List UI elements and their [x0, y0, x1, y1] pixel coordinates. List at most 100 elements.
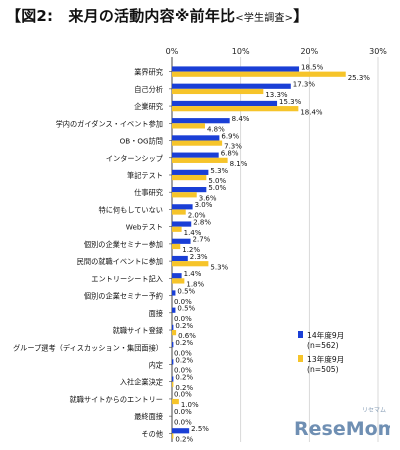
- bar-13: [172, 226, 182, 232]
- bar-13: [172, 106, 299, 112]
- x-tick-label: 0%: [166, 47, 179, 56]
- bar-value-label: 8.4%: [232, 115, 250, 123]
- category-label: 個別の企業セミナー予約: [84, 292, 163, 301]
- bar-value-label: 8.1%: [230, 160, 248, 168]
- bar-value-label: 2.5%: [191, 425, 209, 433]
- bar-value-label: 6.8%: [221, 150, 239, 158]
- bar-13: [172, 261, 209, 267]
- bar-value-label: 5.3%: [210, 167, 228, 175]
- bar-value-label: 0.0%: [174, 391, 192, 399]
- bar-14: [172, 169, 209, 175]
- x-tick-label: 30%: [369, 47, 387, 56]
- resemom-watermark: ReseMom: [294, 418, 390, 440]
- bar-value-label: 0.0%: [174, 298, 192, 306]
- bar-value-label: 0.6%: [178, 332, 196, 340]
- bar-14: [172, 66, 300, 72]
- category-label: 個別の企業セミナー参加: [84, 240, 163, 249]
- category-label: エントリーシート記入: [91, 274, 163, 283]
- bar-value-label: 0.2%: [175, 339, 193, 347]
- bar-13: [172, 330, 177, 336]
- bar-value-label: 13.3%: [265, 91, 288, 99]
- bar-value-label: 0.0%: [174, 367, 192, 375]
- bar-value-label: 1.2%: [182, 246, 200, 254]
- bar-value-label: 0.0%: [174, 418, 192, 426]
- legend-count: (n=505): [307, 365, 339, 374]
- bar-value-label: 5.0%: [208, 184, 226, 192]
- bar-value-label: 6.9%: [221, 132, 239, 140]
- bar-value-label: 0.0%: [174, 349, 192, 357]
- bar-13: [172, 381, 174, 387]
- bar-14: [172, 83, 291, 89]
- bar-13: [172, 398, 179, 405]
- category-label: 筆記テスト: [127, 171, 163, 180]
- bar-13: [172, 174, 207, 181]
- bar-value-label: 5.3%: [210, 263, 228, 271]
- bar-value-label: 0.5%: [177, 287, 195, 295]
- legend-count: (n=562): [307, 341, 339, 350]
- legend-label: 14年度9月: [307, 330, 344, 340]
- bar-value-label: 2.0%: [188, 212, 206, 220]
- x-tick-label: 10%: [232, 47, 250, 56]
- bar-14: [172, 187, 207, 193]
- bar-13: [172, 88, 264, 95]
- bar-value-label: 1.0%: [181, 401, 199, 409]
- bar-value-label: 0.2%: [175, 322, 193, 330]
- category-label: 学内のガイダンス・イベント参加: [56, 119, 163, 128]
- bar-14: [172, 238, 191, 244]
- bar-value-label: 5.0%: [208, 177, 226, 185]
- legend-label: 13年度9月: [307, 354, 344, 364]
- bar-14: [172, 359, 174, 365]
- bar-value-label: 1.4%: [184, 270, 202, 278]
- bar-13: [172, 278, 185, 284]
- category-label: 自己分析: [134, 85, 163, 94]
- bar-value-label: 0.2%: [175, 356, 193, 364]
- bar-14: [172, 152, 219, 158]
- category-label: 就職サイト登録: [113, 326, 163, 335]
- bar-14: [172, 204, 193, 210]
- bar-value-label: 7.3%: [224, 143, 242, 151]
- category-label: 就職サイトからのエントリー: [70, 395, 163, 404]
- bar-value-label: 0.2%: [175, 436, 193, 444]
- bar-value-label: 0.2%: [175, 374, 193, 382]
- watermark-small-text: リセマム: [361, 407, 386, 414]
- bar-14: [172, 100, 278, 107]
- category-label: 業界研究: [134, 68, 163, 77]
- bar-13: [172, 192, 197, 198]
- category-label: 最終面接: [134, 412, 163, 421]
- bar-value-label: 25.3%: [348, 74, 371, 82]
- bar-13: [172, 157, 228, 163]
- bar-14: [172, 307, 176, 313]
- category-label: グループ選考（ディスカッション・集団面接）: [13, 343, 163, 352]
- bar-value-label: 3.6%: [199, 194, 217, 202]
- category-label: 面接: [149, 309, 163, 318]
- category-label: 入社企業決定: [120, 378, 163, 387]
- category-label: 特に何もしていない: [99, 205, 163, 214]
- bar-value-label: 15.3%: [279, 98, 302, 106]
- chart-title-subtitle: <学生調査>: [235, 13, 294, 24]
- bar-13: [172, 71, 346, 77]
- x-tick-label: 20%: [300, 47, 318, 56]
- legend-swatch: [298, 355, 303, 362]
- bar-value-label: 18.5%: [301, 63, 324, 71]
- bar-value-label: 17.3%: [293, 81, 316, 89]
- bar-14: [172, 221, 192, 227]
- bar-14: [172, 342, 174, 348]
- bar-14: [172, 135, 220, 141]
- chart-title-close: 】: [293, 7, 309, 25]
- category-label: Webテスト: [126, 223, 163, 232]
- bar-value-label: 2.3%: [190, 253, 208, 261]
- bar-value-label: 0.2%: [175, 384, 193, 392]
- bar-value-label: 2.7%: [193, 236, 211, 244]
- category-label: 民間の就職イベントに参加: [77, 257, 163, 266]
- chart-title: 【図2: 来月の活動内容※前年比<学生調査>】: [6, 4, 396, 28]
- bar-value-label: 18.4%: [300, 108, 323, 116]
- bar-13: [172, 140, 223, 146]
- chart-title-text: 【図2: 来月の活動内容※前年比: [6, 7, 236, 25]
- watermark-text: ReseMom: [294, 418, 390, 440]
- bar-value-label: 2.8%: [193, 218, 211, 226]
- bar-13: [172, 243, 181, 250]
- bar-14: [172, 290, 176, 296]
- bar-value-label: 1.4%: [184, 229, 202, 237]
- bar-14: [172, 118, 230, 124]
